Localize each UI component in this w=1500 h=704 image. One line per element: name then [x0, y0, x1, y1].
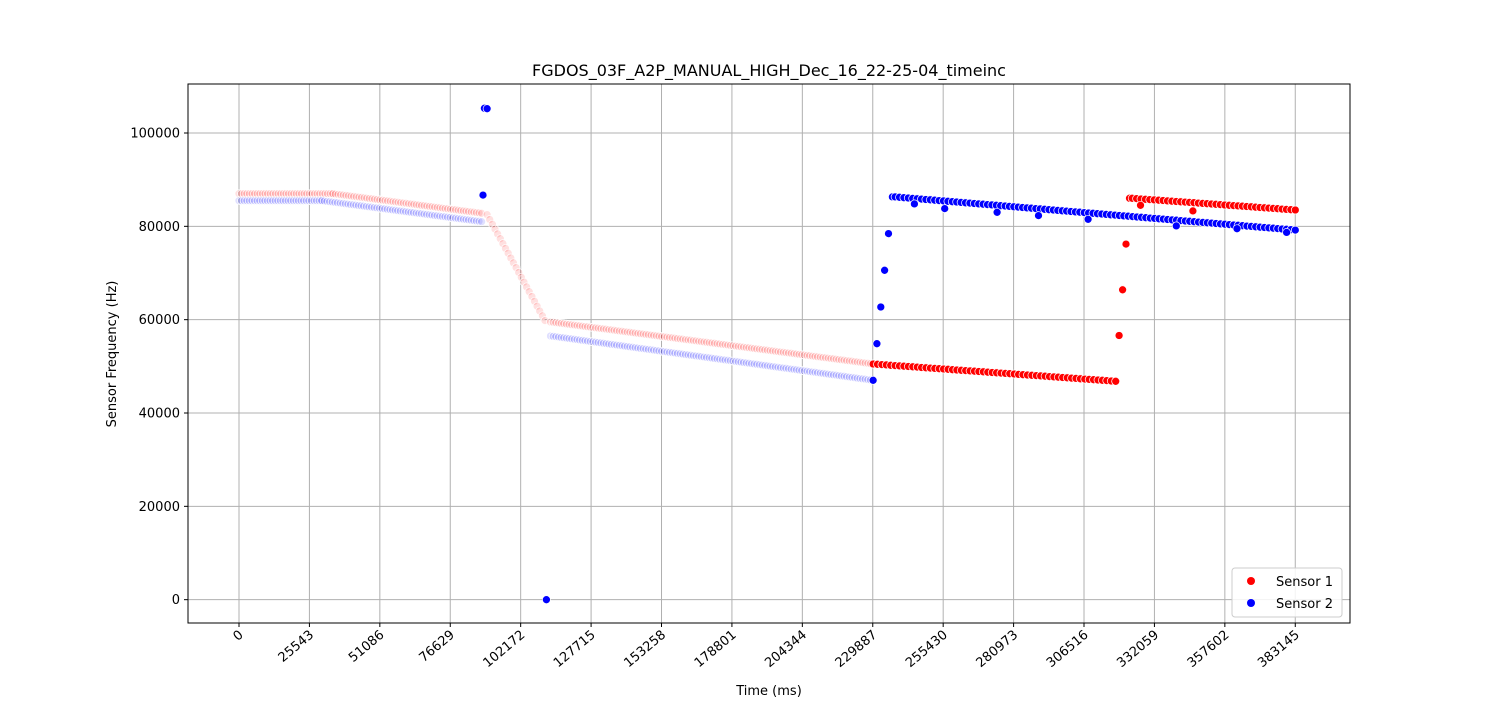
data-point	[478, 190, 488, 200]
data-point	[474, 208, 484, 218]
data-point	[511, 263, 521, 272]
data-point	[1034, 211, 1043, 220]
data-point	[1171, 221, 1181, 231]
x-tick-label: 0	[231, 628, 247, 645]
data-point	[498, 239, 508, 248]
data-point	[940, 204, 950, 213]
data-point	[519, 277, 529, 287]
data-point	[884, 229, 893, 238]
x-tick-label: 153258	[621, 628, 669, 671]
series-2	[234, 103, 1300, 605]
y-axis-label: Sensor Frequency (Hz)	[105, 281, 120, 428]
data-point	[482, 210, 492, 220]
data-point	[1121, 239, 1131, 249]
chart-title: FGDOS_03F_A2P_MANUAL_HIGH_Dec_16_22-25-0…	[532, 61, 1006, 81]
legend-label-sensor-1: Sensor 1	[1276, 575, 1333, 590]
x-tick-label: 51086	[346, 628, 387, 666]
x-tick-label: 332059	[1114, 628, 1162, 671]
data-point	[522, 282, 531, 292]
legend-label-sensor-2: Sensor 2	[1276, 597, 1333, 612]
plot-area	[234, 103, 1300, 605]
data-point	[1188, 206, 1198, 216]
data-point	[1290, 205, 1300, 215]
legend: Sensor 1 Sensor 2	[1231, 567, 1343, 618]
data-point	[509, 258, 518, 268]
x-tick-label: 76629	[416, 628, 457, 666]
data-point	[1290, 225, 1300, 235]
data-point	[503, 248, 513, 258]
data-point	[992, 207, 1002, 217]
series-1	[234, 189, 1300, 386]
data-point	[530, 296, 539, 306]
data-point	[1136, 200, 1145, 210]
data-point	[532, 301, 542, 311]
data-point	[538, 311, 547, 321]
data-point	[1114, 331, 1124, 340]
y-tick-label: 60000	[139, 313, 180, 328]
data-point	[1111, 376, 1121, 386]
data-point	[535, 306, 545, 316]
data-point	[477, 208, 486, 218]
x-axis-label: Time (ms)	[735, 684, 802, 699]
data-point	[872, 339, 882, 349]
y-axis: 0 20000 40000 60000 80000 100000	[130, 127, 188, 608]
data-point	[488, 219, 497, 229]
data-point	[490, 224, 500, 234]
data-point	[527, 292, 537, 301]
legend-marker-sensor-1	[1247, 577, 1255, 585]
x-tick-label: 383145	[1255, 628, 1303, 671]
x-tick-label: 280973	[973, 628, 1021, 671]
data-point	[501, 244, 510, 253]
data-point	[1118, 285, 1127, 295]
axes-frame	[187, 83, 1351, 624]
data-point	[880, 265, 889, 275]
data-point	[493, 229, 502, 239]
y-tick-label: 40000	[139, 407, 180, 422]
x-tick-label: 178801	[692, 628, 740, 671]
data-point	[542, 595, 551, 605]
data-point	[482, 104, 492, 114]
x-tick-label: 255430	[903, 628, 951, 671]
x-tick-label: 229887	[833, 628, 881, 671]
data-point	[540, 316, 550, 325]
y-tick-label: 100000	[130, 127, 180, 142]
y-tick-label: 0	[172, 593, 180, 608]
y-tick-label: 80000	[139, 220, 180, 235]
y-tick-label: 20000	[139, 500, 180, 515]
data-point	[1282, 228, 1291, 237]
data-point	[506, 253, 516, 263]
data-point	[910, 199, 919, 209]
data-point	[876, 302, 886, 312]
data-point	[1083, 214, 1093, 224]
x-tick-label: 204344	[762, 628, 810, 671]
legend-box	[1231, 567, 1343, 618]
x-tick-label: 127715	[551, 628, 599, 671]
x-tick-label: 357602	[1185, 628, 1233, 671]
data-point	[477, 217, 486, 227]
data-point	[495, 234, 505, 244]
x-tick-label: 25543	[276, 628, 317, 666]
data-point	[524, 287, 534, 297]
x-tick-label: 306516	[1044, 628, 1092, 671]
data-point	[868, 375, 878, 385]
legend-marker-sensor-2	[1247, 599, 1255, 607]
data-point	[516, 272, 526, 282]
data-point	[1232, 224, 1242, 234]
data-point	[474, 216, 484, 226]
data-point	[514, 268, 524, 277]
grid	[188, 84, 1350, 623]
x-tick-label: 102172	[481, 628, 529, 671]
x-axis: 0 25543 51086 76629 102172 127715 153258 178801…	[231, 623, 1303, 671]
data-point	[485, 215, 495, 224]
